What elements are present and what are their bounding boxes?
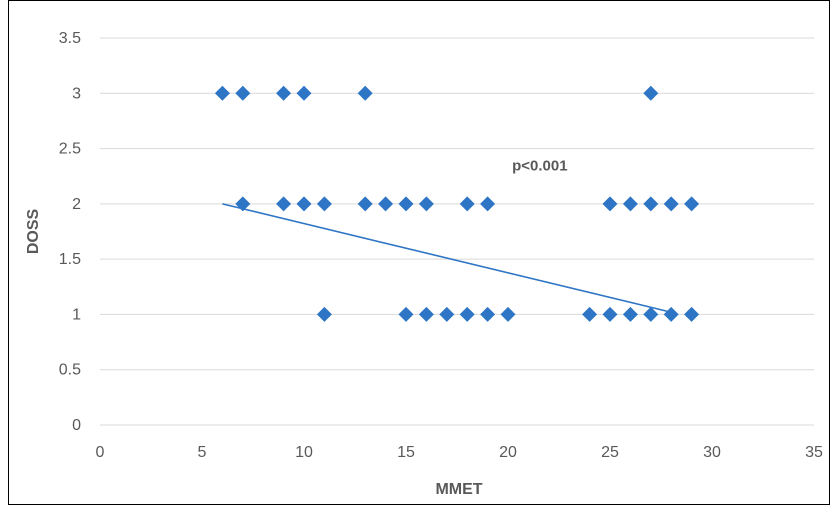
y-tick-label: 0 — [72, 417, 81, 434]
data-point — [276, 196, 292, 212]
data-point — [296, 196, 312, 212]
data-point — [316, 196, 332, 212]
x-tick-label: 30 — [703, 444, 721, 461]
data-point — [684, 196, 700, 212]
data-point — [418, 196, 434, 212]
data-point — [480, 306, 496, 322]
data-point — [214, 85, 230, 101]
data-point — [684, 306, 700, 322]
data-point — [602, 306, 618, 322]
trendline — [222, 203, 672, 313]
data-point — [663, 306, 679, 322]
data-point — [398, 196, 414, 212]
x-tick-label: 10 — [295, 444, 313, 461]
data-point — [602, 196, 618, 212]
data-point — [582, 306, 598, 322]
x-axis-title: MMET — [435, 481, 482, 498]
data-point — [480, 196, 496, 212]
data-point — [357, 196, 373, 212]
data-point — [378, 196, 394, 212]
data-point — [276, 85, 292, 101]
x-tick-label: 20 — [499, 444, 517, 461]
p-value-annotation: p<0.001 — [512, 158, 567, 175]
y-axis-title: DOSS — [25, 209, 42, 255]
y-tick-label: 3.5 — [59, 30, 81, 47]
data-point — [316, 306, 332, 322]
x-tick-label: 35 — [805, 444, 823, 461]
x-tick-label: 25 — [601, 444, 619, 461]
y-tick-label: 0.5 — [59, 362, 81, 379]
data-point — [643, 85, 659, 101]
y-tick-label: 1 — [72, 306, 81, 323]
data-point — [663, 196, 679, 212]
data-point — [235, 85, 251, 101]
data-point — [398, 306, 414, 322]
x-tick-label: 0 — [96, 444, 105, 461]
y-tick-label: 3 — [72, 85, 81, 102]
data-point — [296, 85, 312, 101]
data-point — [622, 306, 638, 322]
y-tick-label: 2 — [72, 196, 81, 213]
y-tick-label: 2.5 — [59, 141, 81, 158]
data-point — [459, 196, 475, 212]
y-tick-label: 1.5 — [59, 251, 81, 268]
data-point — [500, 306, 516, 322]
data-point — [357, 85, 373, 101]
data-point — [459, 306, 475, 322]
x-tick-label: 15 — [397, 444, 415, 461]
data-point — [418, 306, 434, 322]
x-tick-label: 5 — [198, 444, 207, 461]
chart-frame — [8, 0, 830, 505]
data-point — [622, 196, 638, 212]
data-point — [643, 306, 659, 322]
data-point — [643, 196, 659, 212]
data-point — [439, 306, 455, 322]
data-point — [235, 196, 251, 212]
